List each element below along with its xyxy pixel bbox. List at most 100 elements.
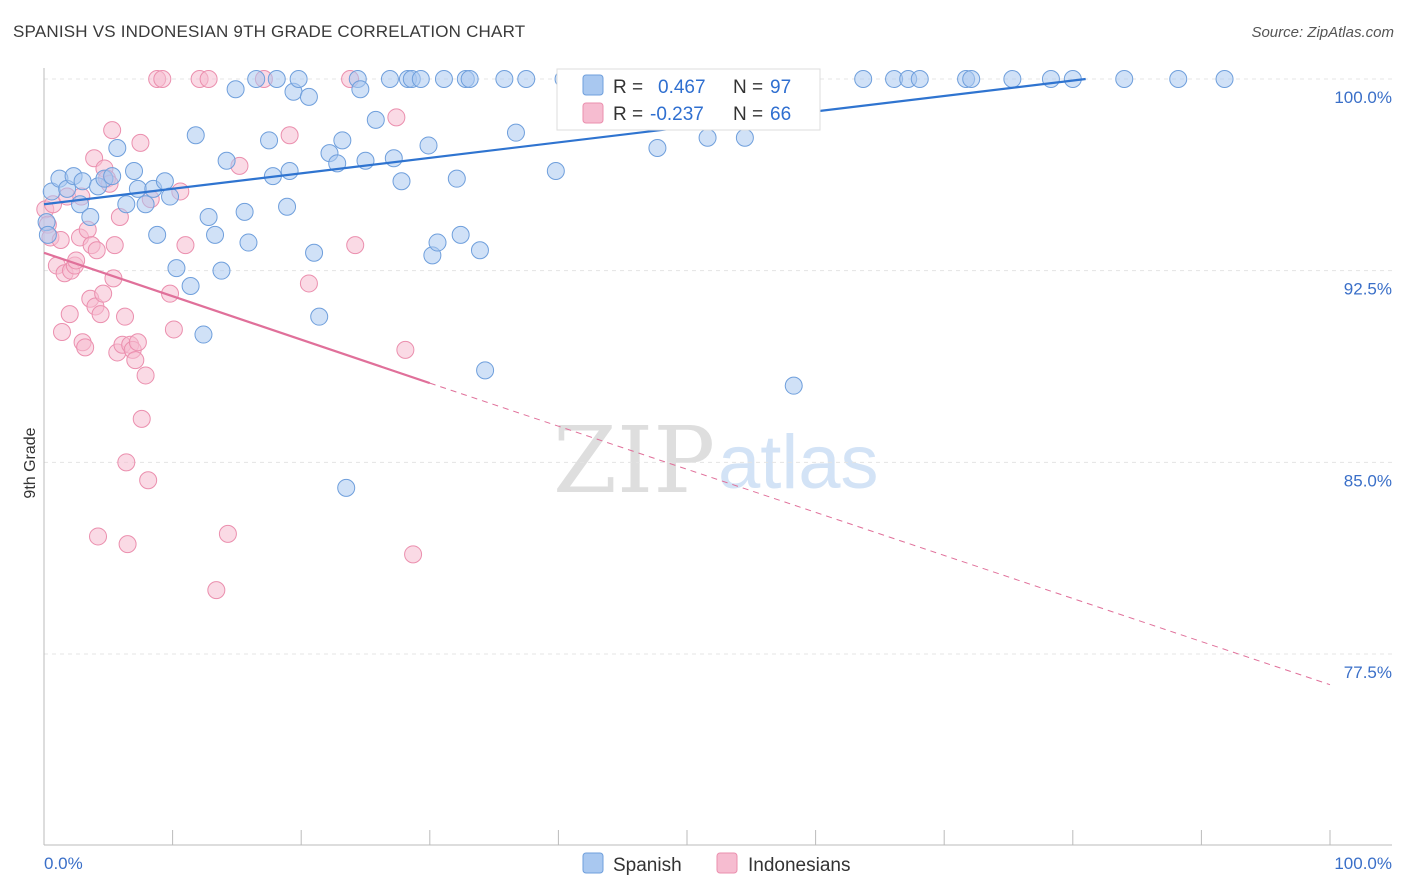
spanish-point xyxy=(186,126,205,145)
watermark: ZIP atlas xyxy=(553,407,879,514)
spanish-point xyxy=(217,151,236,170)
indonesians-point xyxy=(280,126,299,145)
spanish-point xyxy=(546,162,565,180)
indonesians-point xyxy=(153,70,172,88)
spanish-point xyxy=(194,325,213,344)
spanish-point xyxy=(1115,70,1134,88)
spanish-point xyxy=(260,131,279,150)
indonesians-point xyxy=(139,471,158,490)
spanish-point xyxy=(167,259,186,278)
spanish-point xyxy=(495,70,514,88)
spanish-point xyxy=(125,162,144,180)
indonesians-point xyxy=(404,545,423,564)
indonesians-point xyxy=(131,133,150,152)
spanish-point xyxy=(854,70,873,88)
spanish-point xyxy=(280,162,299,180)
indonesians-trend-line xyxy=(43,251,431,385)
spanish-point xyxy=(267,70,286,88)
spanish-point xyxy=(108,139,127,157)
spanish-point xyxy=(136,195,155,214)
indonesians-series-swatch xyxy=(716,852,738,874)
spanish-point xyxy=(735,128,754,147)
spanish-point xyxy=(333,131,352,150)
x-axis-ticks xyxy=(43,830,1331,845)
x-tick-label-min: 0.0% xyxy=(44,854,83,873)
spanish-point xyxy=(419,136,438,155)
spanish-point xyxy=(81,208,100,226)
indonesians-point xyxy=(128,333,147,352)
indonesian-n-value: 66 xyxy=(770,104,791,125)
stats-legend: R = 0.467 N = 97 R = -0.237 N = 66 xyxy=(556,68,821,131)
indonesians-point xyxy=(218,524,237,543)
spanish-point xyxy=(648,139,667,157)
indonesians-points xyxy=(36,70,423,600)
spanish-point xyxy=(310,307,329,326)
spanish-point xyxy=(460,70,479,88)
spanish-trend-line xyxy=(43,77,1086,206)
indonesians-point xyxy=(76,338,95,357)
watermark-zip: ZIP xyxy=(553,407,715,514)
spanish-point xyxy=(247,70,266,88)
indonesian-legend-swatch xyxy=(582,102,604,124)
spanish-point xyxy=(380,70,399,88)
indonesians-point xyxy=(396,340,415,359)
indonesians-point xyxy=(60,305,79,324)
indonesians-point xyxy=(103,121,122,140)
indonesians-point xyxy=(126,351,145,370)
spanish-n-label: N = xyxy=(733,77,763,98)
spanish-point xyxy=(148,225,167,244)
spanish-point xyxy=(1215,70,1234,88)
spanish-point xyxy=(517,70,536,88)
indonesians-point xyxy=(105,236,124,255)
spanish-point xyxy=(73,172,92,191)
spanish-point xyxy=(199,208,218,226)
spanish-point xyxy=(470,241,489,260)
spanish-series-swatch xyxy=(582,852,604,874)
y-tick-labels: 77.5% 85.0% 92.5% 100.0% xyxy=(1334,88,1392,682)
spanish-legend-swatch xyxy=(582,74,604,96)
trend-lines xyxy=(43,77,1331,686)
y-tick-label: 77.5% xyxy=(1344,663,1392,682)
spanish-r-label: R = xyxy=(613,77,643,98)
indonesians-point xyxy=(53,323,72,341)
spanish-point xyxy=(428,233,447,252)
y-axis-label: 9th Grade xyxy=(22,427,39,498)
spanish-point xyxy=(226,80,245,99)
indonesians-point xyxy=(207,581,226,600)
source-credit: Source: ZipAtlas.com xyxy=(1251,24,1394,41)
spanish-point xyxy=(117,195,136,214)
y-tick-label: 85.0% xyxy=(1344,471,1392,490)
spanish-point xyxy=(434,70,453,88)
series-legend: Spanish Indonesians xyxy=(582,852,850,876)
spanish-point xyxy=(392,172,411,191)
y-tick-label: 92.5% xyxy=(1344,280,1392,299)
indonesians-point xyxy=(199,70,218,88)
spanish-point xyxy=(411,70,430,88)
spanish-point xyxy=(910,70,929,88)
indonesians-point xyxy=(118,535,137,554)
spanish-point xyxy=(155,172,174,191)
spanish-point xyxy=(366,110,385,129)
indonesians-point xyxy=(87,241,106,260)
indonesians-point xyxy=(132,409,151,428)
spanish-point xyxy=(337,478,356,497)
spanish-point xyxy=(128,179,147,198)
spanish-r-value: 0.467 xyxy=(658,77,706,98)
spanish-point xyxy=(351,80,370,99)
indonesian-r-value: -0.237 xyxy=(650,104,704,125)
spanish-point xyxy=(235,202,254,221)
spanish-point xyxy=(384,149,403,168)
indonesians-point xyxy=(164,320,183,339)
spanish-n-value: 97 xyxy=(770,77,791,98)
indonesians-point xyxy=(117,453,136,472)
chart-title: SPANISH VS INDONESIAN 9TH GRADE CORRELAT… xyxy=(13,22,526,41)
indonesians-series-label: Indonesians xyxy=(748,855,850,876)
spanish-point xyxy=(962,70,981,88)
indonesian-n-label: N = xyxy=(733,104,763,125)
spanish-point xyxy=(181,277,200,295)
indonesians-point xyxy=(116,307,135,326)
spanish-point xyxy=(305,243,324,262)
indonesian-r-label: R = xyxy=(613,104,643,125)
spanish-point xyxy=(289,70,308,88)
indonesians-point xyxy=(91,305,110,324)
